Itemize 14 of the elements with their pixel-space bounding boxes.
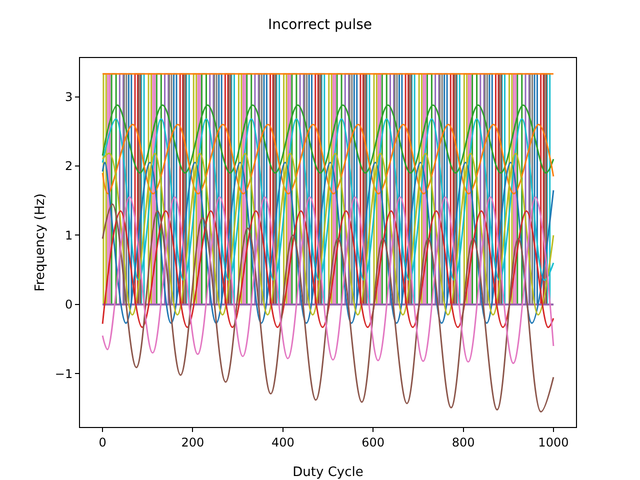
y-tick-label: −1 <box>54 366 73 381</box>
x-tick-label: 800 <box>452 435 475 450</box>
y-axis-title: Frequency (Hz) <box>33 193 48 292</box>
x-tick-label: 400 <box>271 435 294 450</box>
y-tick-label: 2 <box>64 159 73 174</box>
y-tick-label: 1 <box>64 228 73 242</box>
y-tick-label: 3 <box>64 90 73 104</box>
x-axis-title: Duty Cycle <box>292 465 364 480</box>
x-tick-label: 600 <box>362 435 385 450</box>
y-tick-label: 0 <box>64 298 73 312</box>
x-tick-label: 1000 <box>538 435 569 450</box>
x-tick-label: 200 <box>181 435 204 450</box>
chart-title: Incorrect pulse <box>268 16 372 33</box>
x-tick-label: 0 <box>98 435 106 450</box>
